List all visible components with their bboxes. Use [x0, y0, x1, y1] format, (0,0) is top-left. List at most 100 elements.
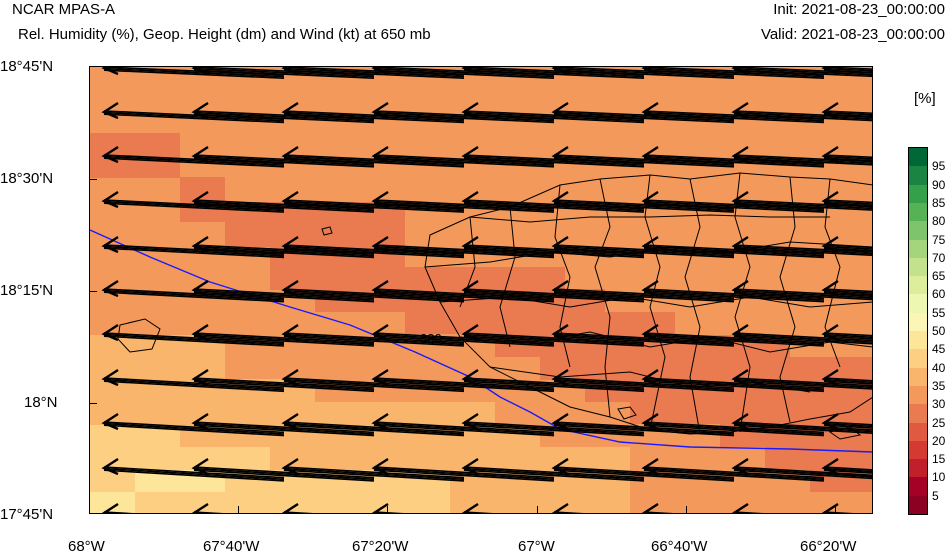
wind-barb	[101, 190, 285, 213]
colorbar-segment	[909, 331, 927, 350]
wind-barb	[821, 368, 873, 387]
municipal-border	[644, 174, 666, 431]
lat-tick	[89, 179, 97, 180]
colorbar-level-label: 70	[932, 250, 946, 265]
wind-barb	[731, 457, 873, 480]
wind-barb	[191, 412, 375, 437]
wind-barb	[461, 457, 645, 482]
wind-barb	[551, 412, 735, 437]
valid-time: Valid: 2021-08-23_00:00:00	[760, 26, 945, 43]
lon-label-6740w: 67°40'W	[203, 538, 260, 555]
wind-barb	[191, 235, 375, 259]
colorbar-level-label: 55	[932, 305, 946, 320]
municipal-border	[469, 214, 830, 223]
colorbar-unit: [%]	[914, 90, 936, 107]
wind-barb	[101, 323, 285, 347]
colorbar-level-label: 5	[932, 488, 939, 503]
wind-barb	[191, 368, 375, 393]
colorbar-segment	[909, 276, 927, 295]
wind-barb	[281, 279, 465, 303]
humidity-cell	[180, 177, 225, 222]
humidity-cell	[90, 492, 135, 514]
wind-barb	[281, 145, 465, 168]
wind-barb	[461, 412, 645, 437]
wind-barb	[641, 101, 825, 124]
colorbar-segment	[909, 404, 927, 423]
colorbar-segment	[909, 312, 927, 332]
lat-label-18: 18°N	[24, 394, 58, 411]
colorbar-segment	[909, 349, 927, 369]
wind-barb	[191, 457, 375, 482]
colorbar-segment	[909, 385, 927, 405]
wind-barb	[281, 190, 465, 213]
wind-barb	[371, 190, 555, 213]
field-title: Rel. Humidity (%), Geop. Height (dm) and…	[18, 26, 431, 43]
wind-barbs	[101, 67, 873, 514]
wind-barb	[731, 368, 873, 390]
lat-label-1745: 17°45'N	[0, 506, 54, 523]
wind-barb	[821, 279, 873, 298]
wind-barb	[371, 457, 555, 482]
colorbar-segment	[909, 184, 927, 204]
wind-barb	[461, 323, 645, 347]
wind-barb	[731, 101, 873, 122]
wind-barb	[641, 279, 825, 303]
lon-label-67w: 67°W	[518, 538, 555, 555]
colorbar-level-label: 25	[932, 415, 946, 430]
wind-barb	[461, 145, 645, 168]
wind-barb	[731, 323, 873, 345]
wind-barb	[551, 279, 735, 303]
colorbar-segment	[909, 294, 927, 314]
wind-barb	[371, 412, 555, 437]
colorbar-segment	[909, 239, 927, 259]
wind-barb	[191, 323, 375, 347]
model-title: NCAR MPAS-A	[12, 1, 116, 18]
wind-barb	[461, 101, 645, 124]
wind-barb	[101, 368, 285, 393]
lat-tick	[89, 291, 97, 292]
wind-barb	[731, 235, 873, 257]
wind-barb	[641, 412, 825, 437]
wind-barb	[641, 190, 825, 213]
coastline-main-island	[424, 172, 873, 435]
humidity-map: 380	[90, 67, 873, 514]
wind-barb	[281, 101, 465, 124]
wind-barb	[731, 279, 873, 301]
colorbar-level-label: 60	[932, 287, 946, 302]
lat-tick	[89, 403, 97, 404]
wind-barb	[641, 235, 825, 259]
lon-tick	[387, 506, 388, 514]
lon-tick	[537, 506, 538, 514]
wind-barb	[371, 145, 555, 168]
colorbar-segment	[909, 422, 927, 442]
colorbar-level-label: 40	[932, 360, 946, 375]
wind-barb	[731, 190, 873, 211]
colorbar-level-label: 45	[932, 342, 946, 357]
wind-barb	[281, 457, 465, 482]
colorbar-level-label: 20	[932, 433, 946, 448]
colorbar-segment	[909, 495, 927, 515]
municipal-border	[499, 206, 516, 348]
wind-barb	[101, 457, 285, 482]
wind-barb	[281, 323, 465, 347]
wind-barb	[461, 235, 645, 259]
colorbar-segment	[909, 202, 927, 222]
wind-barb	[551, 323, 735, 347]
wind-barb	[551, 145, 735, 168]
wind-barb	[641, 323, 825, 347]
wind-barb	[821, 235, 873, 254]
lon-tick	[686, 506, 687, 514]
map-panel: 380	[90, 67, 873, 514]
wind-barb	[191, 279, 375, 303]
wind-barb	[551, 235, 735, 259]
wind-barb	[281, 412, 465, 437]
wind-barb	[371, 235, 555, 259]
colorbar-level-label: 90	[932, 177, 946, 192]
colorbar-level-label: 85	[932, 195, 946, 210]
lat-label-1845: 18°45'N	[0, 58, 54, 75]
colorbar-segment	[909, 148, 927, 167]
wind-barb	[551, 368, 735, 393]
wind-barb	[821, 190, 873, 209]
wind-barb	[101, 412, 285, 437]
wind-barb	[371, 323, 555, 347]
